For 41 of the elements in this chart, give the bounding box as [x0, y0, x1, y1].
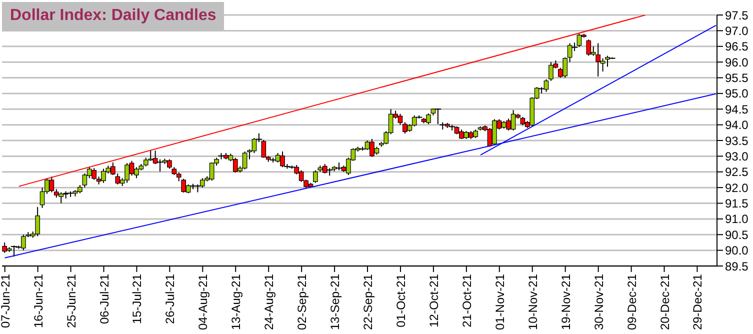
- y-tick-label: 91.5: [725, 196, 749, 211]
- x-tick-label: 09-Dec-21: [624, 274, 639, 330]
- y-tick-label: 95.5: [725, 71, 749, 86]
- y-tick-label: 92.5: [725, 165, 749, 180]
- y-tick-label: 93.0: [725, 149, 749, 164]
- x-tick-label: 06-Jul-21: [97, 274, 112, 324]
- x-tick-label: 26-Jul-21: [163, 274, 178, 324]
- chart-title: Dollar Index: Daily Candles: [2, 2, 224, 30]
- y-tick-label: 90.5: [725, 228, 749, 242]
- x-tick-label: 20-Dec-21: [658, 274, 672, 330]
- y-tick-label: 94.5: [725, 102, 749, 116]
- x-tick-label: 01-Nov-21: [492, 274, 507, 330]
- x-tick-label: 22-Sep-21: [361, 274, 376, 330]
- candlestick: [2, 242, 8, 254]
- x-tick-label: 02-Sep-21: [295, 274, 310, 330]
- x-tick-label: 13-Aug-21: [229, 274, 244, 330]
- y-tick-label: 96.0: [725, 55, 749, 70]
- x-tick-label: 10-Nov-21: [526, 274, 540, 330]
- x-tick-label: 30-Nov-21: [592, 274, 606, 330]
- y-tick-label: 97.0: [725, 24, 749, 38]
- y-tick-label: 91.0: [725, 212, 749, 226]
- y-tick-label: 97.5: [725, 8, 749, 22]
- y-tick-label: 89.5: [725, 259, 749, 274]
- x-tick-label: 25-Jun-21: [64, 274, 78, 328]
- x-tick-label: 15-Jul-21: [130, 274, 144, 324]
- x-tick-label: 16-Jun-21: [31, 274, 46, 328]
- y-tick-label: 92.0: [725, 180, 749, 195]
- x-tick-label: 13-Sep-21: [328, 274, 342, 330]
- x-tick-label: 07-Jun-21: [0, 274, 12, 328]
- y-tick-label: 90.0: [725, 244, 749, 258]
- x-tick-label: 24-Aug-21: [262, 274, 276, 330]
- y-tick-label: 93.5: [725, 134, 749, 148]
- y-tick-label: 94.0: [725, 118, 749, 132]
- y-tick-label: 96.5: [725, 40, 749, 54]
- x-tick-label: 19-Nov-21: [558, 274, 573, 330]
- x-tick-label: 21-Oct-21: [460, 274, 474, 328]
- x-tick-label: 01-Oct-21: [394, 274, 408, 328]
- x-tick-label: 04-Aug-21: [196, 274, 210, 330]
- x-tick-label: 29-Dec-21: [690, 274, 705, 330]
- y-tick-label: 95.0: [725, 86, 749, 101]
- x-tick-label: 12-Oct-21: [426, 274, 441, 328]
